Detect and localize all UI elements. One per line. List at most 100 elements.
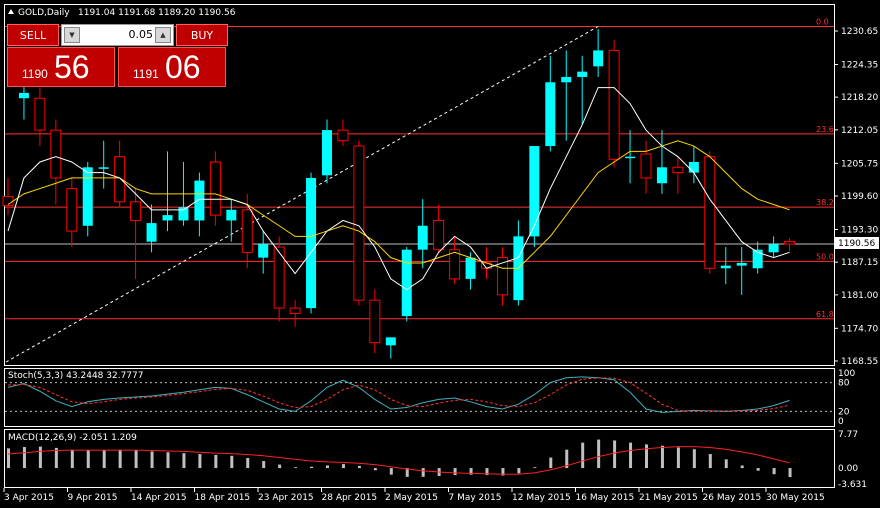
ma-fast-line xyxy=(7,87,790,291)
candle xyxy=(577,55,588,125)
time-tick-label: 23 Apr 2015 xyxy=(258,493,314,503)
candle-body xyxy=(561,76,572,83)
candle xyxy=(513,220,524,306)
macd-histogram-bar xyxy=(645,444,648,469)
macd-histogram-bar xyxy=(326,465,329,469)
macd-histogram-bar xyxy=(389,468,393,475)
header-triangle-icon[interactable] xyxy=(8,9,14,14)
candle-body xyxy=(433,219,445,251)
macd-histogram-bar xyxy=(740,465,744,469)
symbol-label: GOLD,Daily xyxy=(18,8,70,18)
candle-body xyxy=(704,156,716,269)
macd-histogram-bar xyxy=(565,449,569,469)
stoch-signal-line xyxy=(7,377,790,412)
candle-body xyxy=(736,262,747,266)
fib-label-23.6: 23.6 xyxy=(816,125,834,134)
candle xyxy=(322,119,332,184)
macd-histogram-bar xyxy=(38,446,42,469)
stoch-tick-label: 80 xyxy=(838,379,850,389)
candle xyxy=(258,231,269,274)
bid-price-box[interactable]: 1190 56 xyxy=(7,47,115,87)
one-click-trading-panel: SELL ▼ 0.05 ▲ BUY 1190 56 1191 06 xyxy=(7,24,228,88)
price-tick-label: 1205.75 xyxy=(841,159,878,169)
candle xyxy=(672,156,684,194)
time-tick-label: 2 May 2015 xyxy=(385,493,438,503)
candle-body xyxy=(672,166,684,174)
candle xyxy=(720,247,731,285)
macd-histogram-bar xyxy=(22,447,26,469)
candle-body xyxy=(608,49,620,160)
macd-tick-label: 0.00 xyxy=(838,464,858,474)
ask-price-pips: 06 xyxy=(165,49,201,85)
price-tick-label: 1230.65 xyxy=(841,27,878,37)
candle xyxy=(337,119,349,147)
candle-body xyxy=(82,167,93,226)
candle-body xyxy=(545,82,556,147)
candle xyxy=(34,87,46,147)
macd-histogram-bar xyxy=(246,457,250,469)
candle-body xyxy=(784,240,796,245)
candle xyxy=(608,39,620,168)
price-tick-label: 1218.20 xyxy=(841,93,878,103)
candle-body xyxy=(465,257,476,279)
stoch-pane-frame xyxy=(4,368,835,427)
price-tick-label: 1199.60 xyxy=(841,192,878,202)
macd-histogram-bar xyxy=(70,449,74,469)
candle xyxy=(226,199,237,242)
candle-body xyxy=(496,257,508,296)
candle xyxy=(18,82,29,120)
time-tick-label: 18 Apr 2015 xyxy=(195,493,251,503)
candle xyxy=(417,199,428,269)
ask-price-box[interactable]: 1191 06 xyxy=(118,47,226,87)
bid-price-pips: 56 xyxy=(54,49,90,85)
time-tick-label: 3 Apr 2015 xyxy=(4,493,54,503)
candle xyxy=(273,236,285,322)
ohlc-label: 1191.04 1191.68 1189.20 1190.56 xyxy=(78,8,236,18)
lot-decrease-icon[interactable]: ▼ xyxy=(64,27,80,43)
macd-histogram-bar xyxy=(357,465,361,469)
candle-body xyxy=(385,337,396,346)
current-price-box xyxy=(835,237,879,249)
buy-button[interactable]: BUY xyxy=(176,24,228,46)
candle xyxy=(736,247,747,295)
fib-label-50.0: 50.0 xyxy=(816,252,834,261)
macd-histogram-bar xyxy=(756,468,760,471)
macd-histogram-bar xyxy=(214,454,218,469)
macd-histogram-bar xyxy=(373,468,377,471)
candle xyxy=(306,172,317,314)
price-tick-label: 1187.15 xyxy=(841,258,878,268)
candle-body xyxy=(258,244,269,258)
macd-histogram-bar xyxy=(676,447,680,469)
price-axis: 1230.65 1224.35 1218.20 1212.05 1205.75 1199.… xyxy=(834,27,878,367)
stoch-tick-label: 20 xyxy=(838,407,850,417)
macd-histogram-bar xyxy=(294,467,298,469)
macd-histogram-bar xyxy=(278,464,282,469)
macd-histogram-bar xyxy=(772,468,776,475)
macd-tick-label: 7.77 xyxy=(838,430,858,440)
sell-button[interactable]: SELL xyxy=(7,24,59,46)
candle-body xyxy=(529,146,540,237)
candle xyxy=(289,300,301,327)
candle-body xyxy=(688,161,699,173)
price-tick-label: 1224.35 xyxy=(841,60,878,70)
candle-body xyxy=(18,92,29,99)
macd-histogram-bar xyxy=(453,468,457,476)
candle-body xyxy=(640,153,652,179)
candle-body xyxy=(752,249,763,269)
candle xyxy=(545,55,556,152)
candle xyxy=(704,151,716,274)
lot-size-stepper[interactable]: ▼ 0.05 ▲ xyxy=(61,24,174,46)
lot-increase-icon[interactable]: ▲ xyxy=(155,27,171,43)
macd-histogram-bar xyxy=(405,468,409,477)
lot-size-input[interactable]: 0.05 xyxy=(128,28,154,41)
candle xyxy=(82,161,93,237)
candle xyxy=(784,238,796,252)
candle-body xyxy=(577,71,588,77)
fib-label-0.0: 0.0 xyxy=(816,17,829,26)
fib-label-61.8: 61.8 xyxy=(816,310,834,319)
candle xyxy=(688,146,699,184)
candle xyxy=(561,50,572,141)
candle xyxy=(50,119,62,205)
